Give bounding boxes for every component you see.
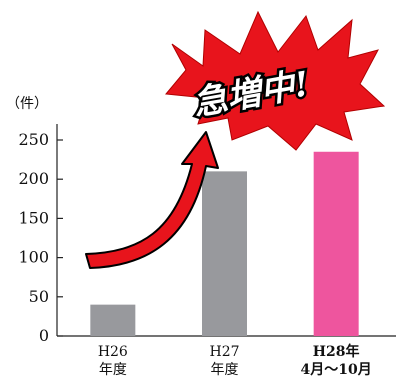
y-tick-label: 250: [18, 130, 49, 149]
x-tick-sublabel: 年度: [211, 362, 239, 378]
bar: [313, 151, 359, 336]
bar: [90, 304, 136, 336]
starburst-annotation: 急増中!: [165, 10, 386, 151]
y-tick-label: 50: [29, 287, 49, 306]
bars: [90, 151, 359, 336]
x-axis-labels: H26 年度 H27 年度 H28年 4月〜10月: [98, 343, 372, 378]
y-tick-label: 0: [39, 326, 49, 345]
x-tick-sublabel: 年度: [99, 362, 127, 378]
x-tick-label: H28年: [313, 343, 360, 360]
arrow-body: [85, 131, 219, 269]
y-tick-label: 200: [18, 169, 49, 188]
y-tick-label: 150: [18, 208, 49, 227]
bar: [202, 171, 247, 336]
x-tick-label: H27: [209, 344, 239, 360]
rising-arrow: [85, 131, 219, 269]
starburst-shape: [165, 10, 386, 151]
x-tick-sublabel: 4月〜10月: [301, 362, 372, 378]
x-tick-label: H26: [98, 344, 128, 360]
y-axis: 0 50 100 150 200 250: [18, 124, 396, 345]
y-tick-label: 100: [18, 248, 49, 267]
unit-label: （件）: [6, 96, 48, 112]
